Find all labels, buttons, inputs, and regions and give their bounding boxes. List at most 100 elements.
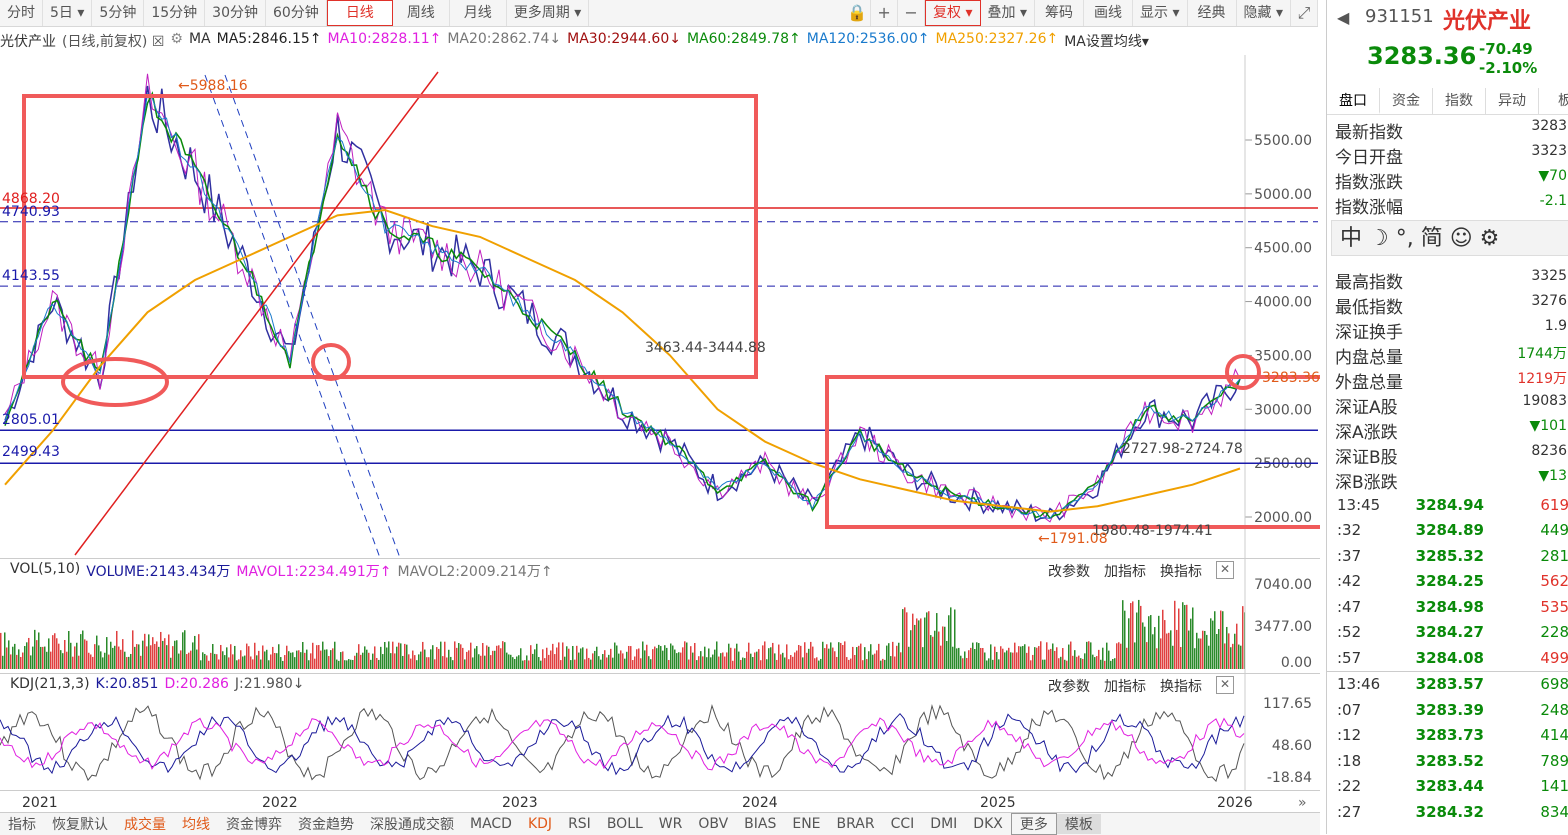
- vol-switch-indicator[interactable]: 换指标: [1160, 564, 1202, 580]
- tab-display[interactable]: 显示 ▾: [1133, 0, 1188, 26]
- tab-hide[interactable]: 隐藏 ▾: [1237, 0, 1291, 26]
- volume-bar: [1106, 642, 1108, 669]
- volume-bar: [632, 660, 634, 669]
- tab-sector[interactable]: 板: [1539, 88, 1568, 114]
- zoom-out-icon[interactable]: −: [898, 0, 926, 26]
- tab-15min[interactable]: 15分钟: [144, 0, 206, 26]
- tab-30min[interactable]: 30分钟: [205, 0, 266, 26]
- annotation-circle[interactable]: [311, 343, 351, 381]
- annotation-box[interactable]: [825, 375, 1343, 529]
- bottom-tab-rsi[interactable]: RSI: [568, 816, 591, 832]
- volume-bar: [988, 658, 990, 669]
- tab-chips[interactable]: 筹码: [1035, 0, 1085, 26]
- close-icon[interactable]: ✕: [1216, 561, 1234, 579]
- bottom-tab-template[interactable]: 模板: [1056, 814, 1101, 834]
- kdj-add-indicator[interactable]: 加指标: [1104, 679, 1146, 695]
- volume-bar: [196, 649, 198, 669]
- bottom-tab-obv[interactable]: OBV: [698, 816, 729, 832]
- volume-bar: [1140, 605, 1142, 669]
- volume-bar: [1018, 646, 1020, 669]
- tab-classic[interactable]: 经典: [1188, 0, 1237, 26]
- volume-bar: [928, 611, 930, 669]
- tab-pankou[interactable]: 盘口: [1327, 88, 1380, 114]
- volume-bar: [1194, 648, 1196, 669]
- trend-line[interactable]: [74, 71, 439, 556]
- tab-fund[interactable]: 资金: [1380, 88, 1433, 114]
- ma-settings[interactable]: MA设置均线▾: [1064, 34, 1149, 50]
- tab-fuquan[interactable]: 复权 ▾: [925, 0, 981, 26]
- tab-more-periods[interactable]: 更多周期 ▾: [507, 0, 590, 26]
- kdj-panel[interactable]: 117.65 48.60 -18.84 KDJ(21,3,3) K:20.851 D…: [0, 673, 1320, 791]
- vol-mavol2: MAVOL2:2009.214万↑: [397, 564, 553, 580]
- scroll-right-icon[interactable]: »: [1298, 795, 1307, 811]
- volume-bar: [236, 660, 238, 669]
- quote-panel: ◀ 931151 光伏产业 3283.36 -70.49 -2.10% 盘口 资…: [1326, 0, 1568, 834]
- annotation-box[interactable]: [22, 94, 758, 379]
- bottom-tab-bias[interactable]: BIAS: [744, 816, 777, 832]
- annotation-circle[interactable]: [61, 357, 169, 407]
- bottom-tab-more[interactable]: 更多: [1010, 813, 1057, 835]
- channel-line[interactable]: [224, 74, 401, 559]
- vol-add-indicator[interactable]: 加指标: [1104, 564, 1146, 580]
- volume-bar: [568, 648, 570, 669]
- vol-edit-params[interactable]: 改参数: [1048, 564, 1090, 580]
- back-arrow-icon[interactable]: ◀: [1337, 8, 1350, 27]
- tab-60min[interactable]: 60分钟: [266, 0, 327, 26]
- bottom-tab-cci[interactable]: CCI: [890, 816, 915, 832]
- volume-bar: [686, 642, 688, 669]
- volume-panel[interactable]: 7040.00 3477.00 0.00 VOL(5,10) VOLUME:2143…: [0, 558, 1320, 674]
- volume-bar: [630, 646, 632, 669]
- bottom-tab-boll[interactable]: BOLL: [606, 816, 643, 832]
- tab-anomaly[interactable]: 异动: [1486, 88, 1539, 114]
- tab-daily[interactable]: 日线: [326, 0, 393, 26]
- volume-bar: [790, 655, 792, 669]
- bottom-tab-brar[interactable]: BRAR: [836, 816, 875, 832]
- volume-bar: [764, 641, 766, 669]
- bottom-tab-macd[interactable]: MACD: [470, 816, 512, 832]
- volume-bar: [712, 654, 714, 669]
- bottom-tab-reset[interactable]: 恢复默认: [52, 817, 108, 833]
- bottom-tab-kdj[interactable]: KDJ: [527, 816, 553, 832]
- close-icon[interactable]: ✕: [1216, 676, 1234, 694]
- bottom-tab-volume[interactable]: 成交量: [124, 817, 166, 833]
- tab-index[interactable]: 指数: [1433, 88, 1486, 114]
- channel-line[interactable]: [204, 74, 381, 559]
- tab-intraday[interactable]: 分时: [0, 0, 43, 26]
- volume-bar: [600, 659, 602, 669]
- bottom-tab-sgt[interactable]: 深股通成交额: [370, 817, 454, 833]
- bottom-tab-indicator[interactable]: 指标: [8, 817, 36, 833]
- bottom-tab-fund-game[interactable]: 资金博弈: [226, 817, 282, 833]
- volume-bar: [22, 652, 24, 669]
- tab-overlay[interactable]: 叠加 ▾: [981, 0, 1036, 26]
- volume-bar: [102, 657, 104, 669]
- volume-bar: [106, 637, 108, 669]
- tick-volume: 789: [1540, 751, 1568, 770]
- tab-5day[interactable]: 5日 ▾: [43, 0, 93, 26]
- tab-weekly[interactable]: 周线: [393, 0, 450, 26]
- volume-bar: [896, 645, 898, 669]
- price-chart[interactable]: 5500.00 5000.00 4500.00 4000.00 3500.00 3000.…: [0, 55, 1343, 559]
- tick-volume: 619: [1540, 495, 1568, 514]
- tick-row: :57 3284.08 499: [1327, 645, 1568, 671]
- tab-5min[interactable]: 5分钟: [92, 0, 145, 26]
- annotation-circle[interactable]: [1225, 354, 1261, 390]
- tick-time: :12: [1337, 726, 1362, 745]
- bottom-tab-ene[interactable]: ENE: [792, 816, 821, 832]
- tab-draw[interactable]: 画线: [1084, 0, 1134, 26]
- bottom-tab-dmi[interactable]: DMI: [930, 816, 958, 832]
- tab-monthly[interactable]: 月线: [450, 0, 507, 26]
- ime-status[interactable]: 中 ☽ °, 简 ☺ ⚙: [1340, 226, 1500, 251]
- gear-icon[interactable]: ⚙: [170, 31, 183, 47]
- volume-bar: [76, 642, 78, 669]
- volume-bar: [774, 653, 776, 669]
- volume-bar: [958, 647, 960, 669]
- kdj-edit-params[interactable]: 改参数: [1048, 679, 1090, 695]
- bottom-tab-ma[interactable]: 均线: [182, 817, 210, 833]
- bottom-tab-fund-trend[interactable]: 资金趋势: [298, 817, 354, 833]
- fullscreen-icon[interactable]: ⤢: [1291, 0, 1318, 26]
- bottom-tab-dkx[interactable]: DKX: [973, 816, 1003, 832]
- kdj-switch-indicator[interactable]: 换指标: [1160, 679, 1202, 695]
- bottom-tab-wr[interactable]: WR: [658, 816, 683, 832]
- lock-icon[interactable]: 🔒: [844, 0, 872, 26]
- zoom-in-icon[interactable]: +: [871, 0, 899, 26]
